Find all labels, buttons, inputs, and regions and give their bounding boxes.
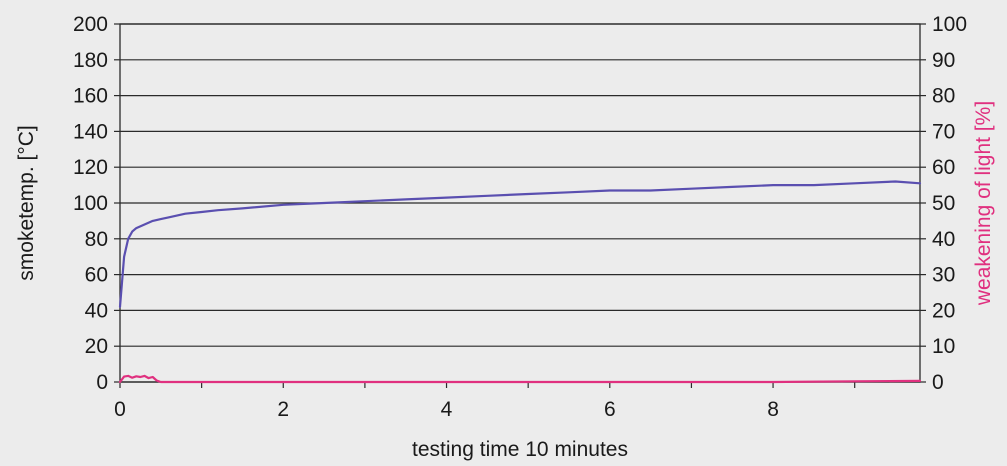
left-y-axis-label: smoketemp. [°C] <box>15 125 38 280</box>
left-tick-label-7: 140 <box>73 120 108 143</box>
x-tick-label-1: 2 <box>277 398 289 421</box>
right-tick-label-3: 30 <box>932 264 955 287</box>
right-tick-label-2: 20 <box>932 299 955 322</box>
left-tick-label-0: 0 <box>96 371 108 394</box>
right-y-axis-label: weakening of light [%] <box>972 101 995 306</box>
left-tick-label-5: 100 <box>73 192 108 215</box>
left-tick-label-8: 160 <box>73 85 108 108</box>
right-tick-label-9: 90 <box>932 49 955 72</box>
left-tick-label-2: 40 <box>85 299 108 322</box>
x-axis-label: testing time 10 minutes <box>412 438 628 461</box>
series-lines <box>118 180 922 384</box>
smoke-temperature-series-line <box>118 180 922 308</box>
x-tick-label-4: 8 <box>767 398 779 421</box>
right-tick-label-5: 50 <box>932 192 955 215</box>
right-tick-label-6: 60 <box>932 156 955 179</box>
gridlines <box>120 23 920 383</box>
right-tick-label-1: 10 <box>932 335 955 358</box>
left-tick-label-6: 120 <box>73 156 108 179</box>
x-tick-label-2: 4 <box>441 398 453 421</box>
left-tick-label-9: 180 <box>73 49 108 72</box>
x-tick-label-3: 6 <box>604 398 616 421</box>
right-tick-label-8: 80 <box>932 85 955 108</box>
left-tick-label-1: 20 <box>85 335 108 358</box>
right-tick-label-0: 0 <box>932 371 944 394</box>
right-tick-label-7: 70 <box>932 120 955 143</box>
light-weakening-series-line <box>118 374 922 384</box>
ticks: 0204060801001201401601802000102030405060… <box>73 13 967 421</box>
left-tick-label-3: 60 <box>85 264 108 287</box>
right-tick-label-4: 40 <box>932 228 955 251</box>
left-tick-label-4: 80 <box>85 228 108 251</box>
right-tick-label-10: 100 <box>932 13 967 36</box>
x-tick-label-0: 0 <box>114 398 126 421</box>
left-tick-label-10: 200 <box>73 13 108 36</box>
